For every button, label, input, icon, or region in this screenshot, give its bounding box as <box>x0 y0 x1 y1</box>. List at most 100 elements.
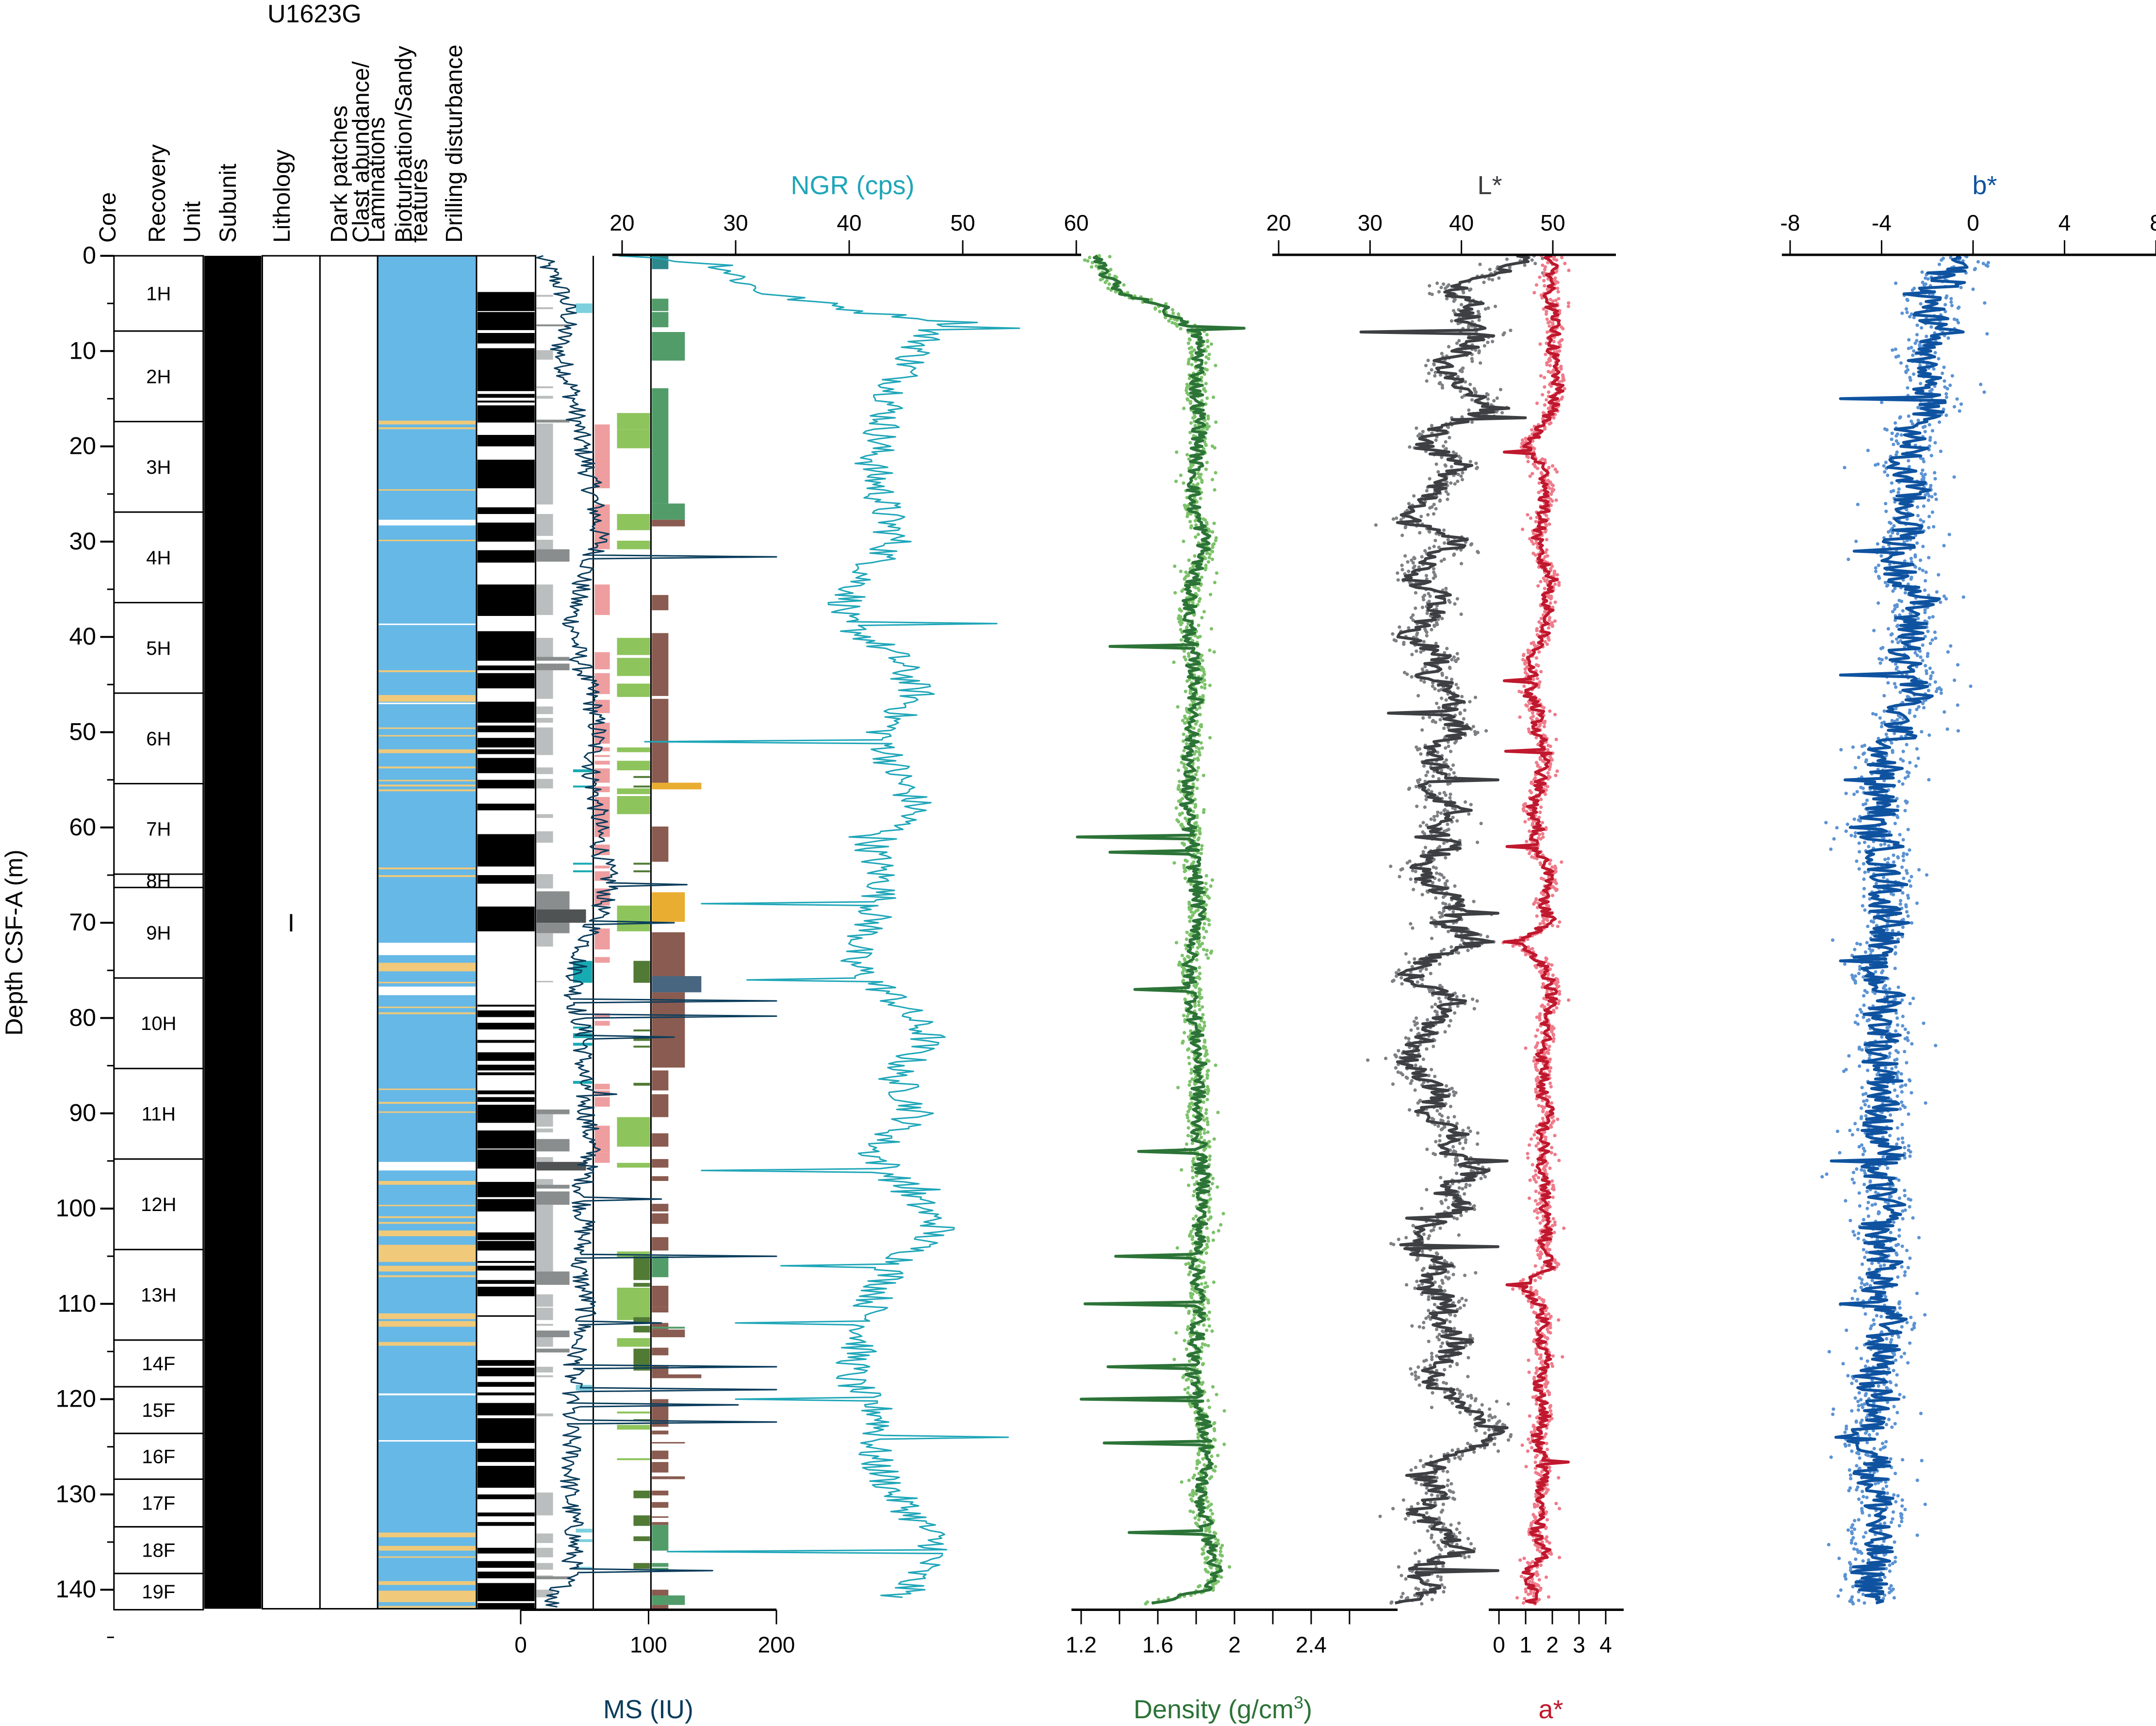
data-point <box>1202 1520 1206 1525</box>
data-point <box>1461 1129 1465 1132</box>
data-point <box>1552 416 1556 420</box>
lithology-sand-band <box>379 670 476 672</box>
lithology-sand-band <box>379 1342 476 1346</box>
data-point <box>1187 1056 1191 1060</box>
data-point <box>1203 518 1207 522</box>
data-point <box>1200 615 1204 620</box>
data-point <box>1432 512 1436 516</box>
subunit-column <box>319 255 379 1610</box>
data-point <box>1431 774 1435 778</box>
clast-abundance-bar <box>536 386 553 388</box>
data-point <box>1453 602 1457 606</box>
drilling-disturbance-bar <box>652 1237 669 1251</box>
data-point <box>1427 1340 1431 1344</box>
dark-patch <box>477 405 535 423</box>
sandy-feature-bar <box>617 540 650 549</box>
data-point <box>1402 642 1406 646</box>
data-point <box>1203 1054 1207 1058</box>
data-point <box>1523 667 1527 671</box>
data-point <box>1466 1375 1470 1378</box>
data-point <box>1205 1097 1209 1102</box>
data-point <box>1453 884 1457 888</box>
data-point <box>1528 1441 1532 1444</box>
data-point <box>1466 1356 1470 1360</box>
data-point <box>1404 1283 1409 1287</box>
data-point <box>1208 1530 1212 1534</box>
data-point <box>1477 351 1481 355</box>
data-point <box>1412 494 1416 498</box>
data-point <box>1185 742 1188 746</box>
data-point <box>1451 910 1455 914</box>
data-point <box>1425 1147 1429 1151</box>
data-point <box>1218 1549 1223 1554</box>
dark-patch <box>477 738 535 747</box>
data-point <box>1216 1538 1220 1543</box>
data-point <box>1452 1216 1456 1220</box>
data-point <box>1547 522 1551 526</box>
data-point <box>1200 725 1203 729</box>
dark-patch <box>477 725 535 732</box>
data-point <box>1534 656 1538 660</box>
data-point <box>1436 617 1440 621</box>
data-point <box>1547 1248 1552 1252</box>
data-point <box>1425 630 1429 634</box>
data-point <box>1202 922 1206 926</box>
data-point <box>1206 1317 1211 1321</box>
data-point <box>1194 535 1198 539</box>
lithology-sand-band <box>379 420 476 425</box>
data-point <box>1468 460 1472 464</box>
data-point <box>1553 619 1557 623</box>
data-point <box>1544 312 1548 316</box>
data-point <box>1434 896 1438 900</box>
bioturbation-bar <box>594 424 610 488</box>
data-point <box>1464 1185 1468 1189</box>
data-point <box>1442 726 1446 730</box>
data-point <box>1541 893 1546 896</box>
data-point <box>1550 1364 1555 1368</box>
data-point <box>1533 262 1537 266</box>
depth-tick-label: 130 <box>56 1480 96 1508</box>
data-point <box>1530 258 1534 262</box>
data-point <box>1421 595 1425 599</box>
data-point <box>1405 672 1409 676</box>
data-point <box>1488 1407 1492 1411</box>
data-point <box>1428 715 1432 719</box>
data-point <box>1446 492 1450 496</box>
data-point <box>1532 447 1536 451</box>
sandy-feature-bar <box>617 761 650 771</box>
data-point <box>1438 1139 1442 1143</box>
data-point <box>1447 726 1450 730</box>
data-point <box>1099 278 1103 282</box>
sandy-feature-bar <box>617 683 650 697</box>
dark-patch <box>477 1512 535 1517</box>
dark-patch <box>477 780 535 789</box>
depth-tick-label: 70 <box>69 909 96 936</box>
data-point <box>1526 513 1530 517</box>
data-point <box>1441 1564 1445 1568</box>
data-point <box>1428 594 1432 598</box>
data-point <box>1182 866 1186 870</box>
dark-patch <box>477 1403 535 1415</box>
data-point <box>1428 506 1432 510</box>
data-point <box>1391 1507 1395 1510</box>
data-point <box>1545 317 1549 321</box>
core-box <box>113 1432 204 1480</box>
data-point <box>1439 1128 1444 1131</box>
data-point <box>1201 1261 1206 1264</box>
data-point <box>1560 255 1564 260</box>
data-point <box>1409 615 1413 620</box>
data-point <box>1204 929 1208 933</box>
data-point <box>1459 389 1463 393</box>
data-point <box>1534 1046 1538 1049</box>
data-point <box>1195 778 1200 782</box>
data-point <box>1204 1108 1208 1112</box>
data-point <box>1535 1202 1540 1206</box>
data-point <box>1440 1201 1444 1205</box>
data-point <box>1472 1007 1476 1011</box>
data-point <box>1172 861 1176 865</box>
data-point <box>1397 968 1401 972</box>
data-point <box>1546 1447 1549 1451</box>
core-label: 10H <box>141 1013 176 1034</box>
data-point <box>1531 678 1535 681</box>
drilling-disturbance-bar <box>652 1256 669 1278</box>
